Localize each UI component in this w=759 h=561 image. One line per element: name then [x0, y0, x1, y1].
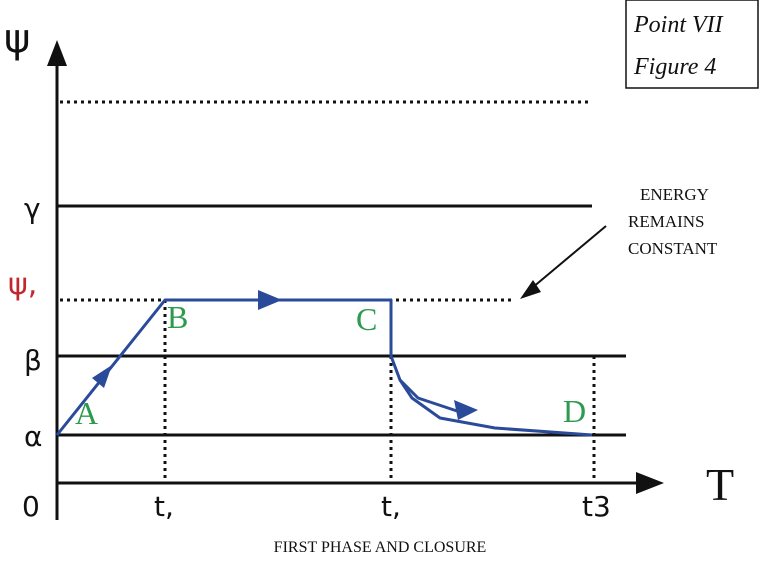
origin-label: 0 [22, 490, 40, 523]
annotation-line2: REMAINS [628, 212, 705, 231]
point-b-label: B [167, 299, 188, 335]
y-axis-arrowhead [47, 40, 67, 66]
point-a-label: A [75, 395, 98, 431]
x-tick-t1: t, [154, 490, 174, 523]
x-axis-label: T [706, 459, 734, 510]
figure-label-box [625, 0, 759, 89]
gamma-label: γ [24, 192, 41, 225]
x-tick-t2: t, [381, 490, 401, 523]
path-arrow-b-icon [258, 290, 282, 310]
path-arrow-d-icon [454, 400, 478, 420]
figure-box-line1: Point VII [633, 12, 724, 38]
state-path [55, 298, 593, 437]
figure-box-line2: Figure 4 [633, 54, 716, 80]
psi1-label: ψ, [8, 267, 37, 302]
x-tick-t3: t3 [582, 490, 611, 523]
diagram-caption: FIRST PHASE AND CLOSURE [274, 539, 487, 556]
alpha-label: α [24, 420, 42, 453]
beta-label: β [24, 344, 42, 377]
annotation-line3: CONSTANT [628, 239, 718, 258]
y-axis-label: ψ [4, 16, 30, 62]
point-d-label: D [563, 393, 586, 429]
annotation-arrow-line [525, 225, 607, 294]
path-arrow-a-icon [92, 365, 112, 388]
annotation-arrow-icon [520, 280, 541, 299]
state-path-branch [398, 378, 461, 414]
annotation-line1: ENERGY [640, 185, 709, 204]
x-axis-arrowhead [636, 472, 664, 494]
point-c-label: C [356, 301, 377, 337]
